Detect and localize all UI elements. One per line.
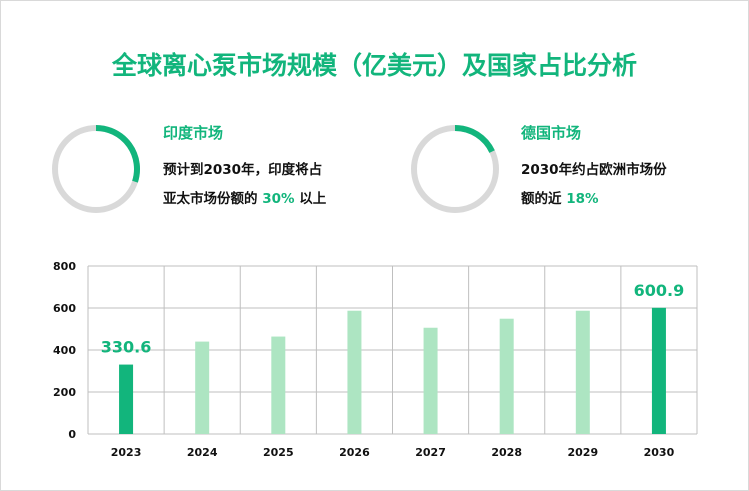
bar-2026: [347, 310, 362, 434]
bar-2029: [575, 310, 590, 434]
india-highlight: 30%: [262, 191, 295, 207]
page-title: 全球离心泵市场规模（亿美元）及国家占比分析: [111, 51, 637, 80]
germany-line1: 2030年约占欧洲市场份: [521, 162, 667, 178]
germany-ring-arc: [454, 125, 495, 153]
bar-2024: [195, 341, 210, 434]
data-label-2030: 600.9: [634, 281, 685, 300]
india-heading: 印度市场: [163, 124, 224, 142]
y-tick-label: 0: [68, 428, 76, 441]
germany-line2-prefix: 额的近: [521, 191, 567, 207]
y-tick-label: 200: [53, 386, 76, 399]
germany-description: 2030年约占欧洲市场份 额的近 18%: [521, 156, 667, 214]
india-line1: 预计到2030年，印度将占: [163, 162, 323, 178]
bar-2030: [651, 307, 666, 434]
y-tick-label: 600: [53, 302, 76, 315]
x-tick-label: 2028: [491, 446, 522, 459]
bar-2023: [119, 364, 134, 434]
bar-2028: [499, 318, 514, 434]
data-label-2023: 330.6: [101, 338, 152, 357]
y-tick-label: 400: [53, 344, 76, 357]
india-line2: 亚太市场份额的 30% 以上: [163, 185, 326, 214]
germany-line2: 额的近 18%: [521, 185, 667, 214]
x-tick-label: 2024: [187, 446, 218, 459]
x-tick-label: 2025: [263, 446, 294, 459]
bar-2027: [423, 327, 438, 434]
bar-2025: [271, 336, 286, 434]
germany-highlight: 18%: [566, 191, 599, 207]
india-line2-suffix: 以上: [294, 191, 327, 207]
x-tick-label: 2026: [339, 446, 370, 459]
y-tick-label: 800: [53, 260, 76, 273]
x-tick-label: 2027: [415, 446, 446, 459]
germany-heading: 德国市场: [521, 124, 582, 142]
x-tick-label: 2023: [111, 446, 142, 459]
x-tick-label: 2030: [644, 446, 675, 459]
x-tick-label: 2029: [568, 446, 599, 459]
india-description: 预计到2030年，印度将占 亚太市场份额的 30% 以上: [163, 156, 326, 214]
india-ring-arc: [95, 125, 140, 183]
india-line2-prefix: 亚太市场份额的: [163, 191, 263, 207]
